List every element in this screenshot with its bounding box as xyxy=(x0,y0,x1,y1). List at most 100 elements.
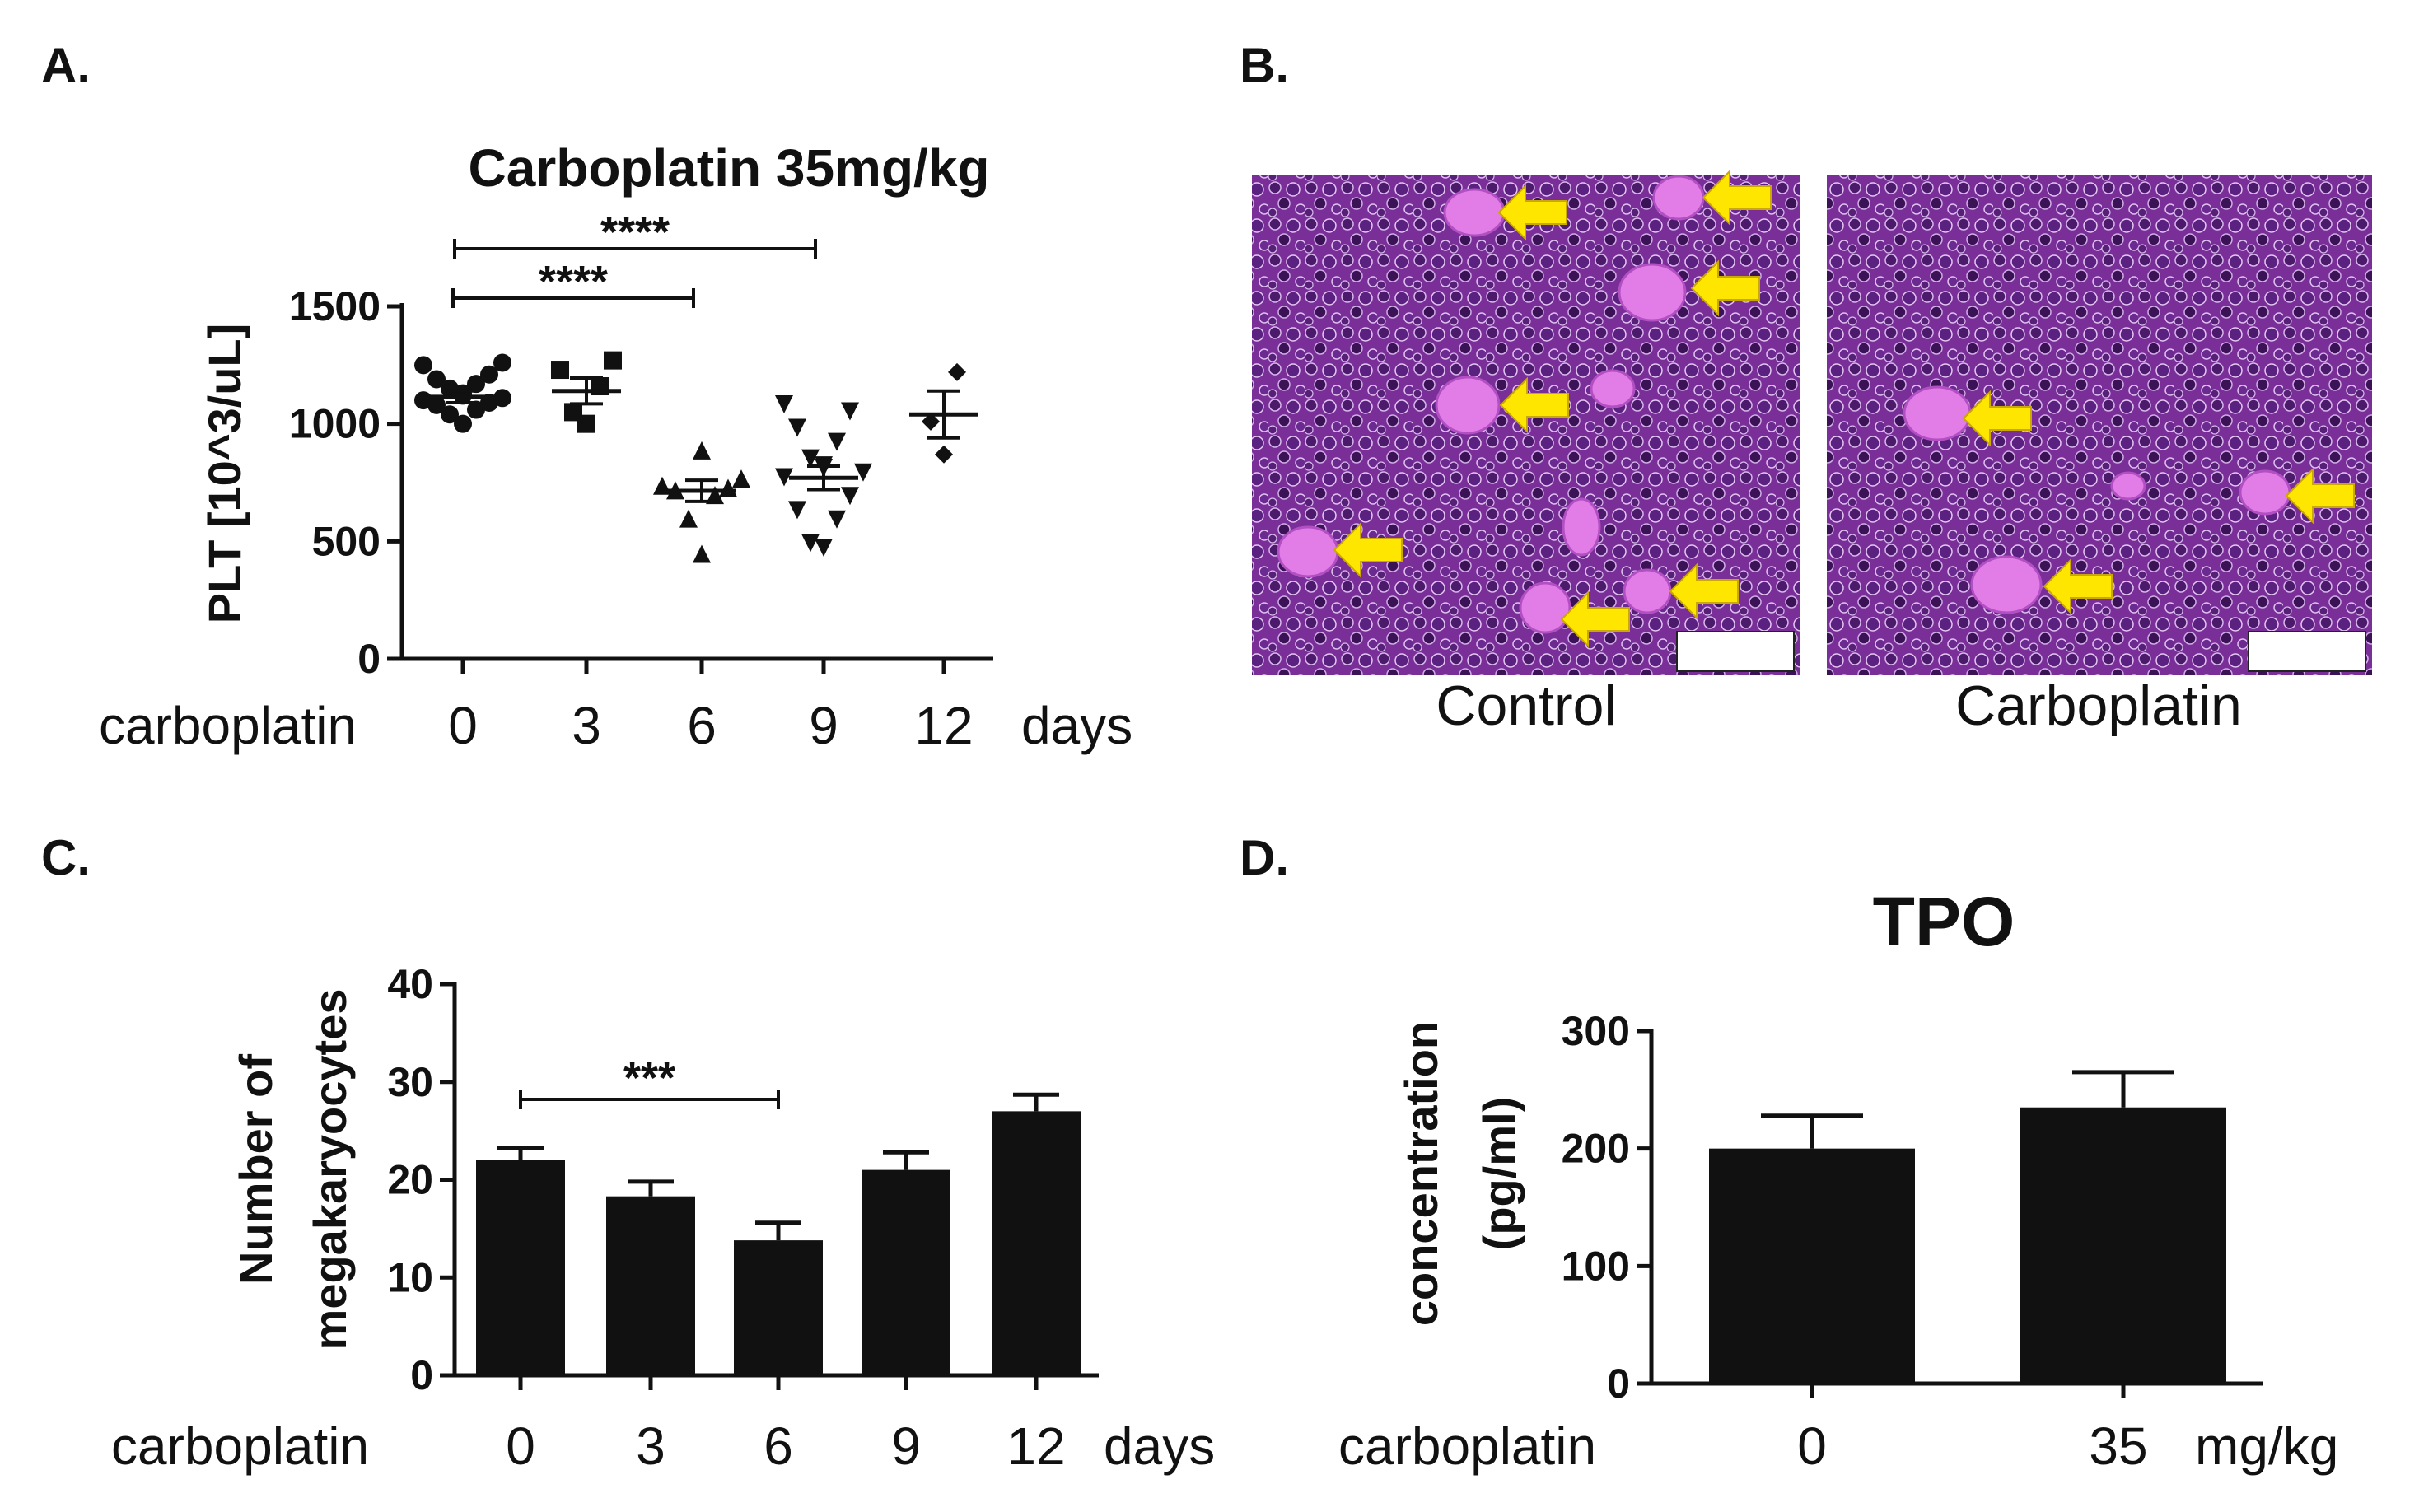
panel-c-bar xyxy=(862,1169,950,1375)
panel-d-ytick-label: 100 xyxy=(1562,1243,1630,1289)
panel-d-title: TPO xyxy=(1873,883,2015,960)
panel-c-ytick-label: 20 xyxy=(387,1157,433,1203)
yellow-arrow-icon xyxy=(1333,521,1403,579)
panel-a-point xyxy=(414,356,432,375)
panel-c-bar xyxy=(606,1196,695,1375)
panel-d-ylabel-line2: (pg/ml) xyxy=(1473,1097,1525,1251)
panel-c-significance: *** xyxy=(519,1053,780,1109)
panel-d-bars xyxy=(1709,1070,2226,1384)
yellow-arrow-icon xyxy=(1702,169,1772,226)
panel-a-title: Carboplatin 35mg/kg xyxy=(469,138,990,198)
panel-c-letter: C. xyxy=(41,830,91,885)
panel-a-point xyxy=(788,501,806,520)
panel-a-xtick-label: 3 xyxy=(572,696,601,755)
panel-c-ytick-label: 40 xyxy=(387,961,433,1007)
panel-a-point xyxy=(493,353,511,372)
panel-a-sig-label: **** xyxy=(600,208,670,257)
panel-d-ylabel-line1: concentration xyxy=(1395,1021,1447,1326)
panel-c-x-axis: 0 3 6 9 12 xyxy=(506,1375,1066,1476)
panel-a-point xyxy=(828,432,846,451)
panel-a-points xyxy=(414,351,978,563)
panel-c-xtick-label: 3 xyxy=(636,1416,665,1476)
panel-a-point xyxy=(414,391,432,410)
panel-a-point xyxy=(948,362,966,381)
scale-bar-control xyxy=(1676,631,1795,672)
panel-d: D. TPO concentration (pg/ml) 0100200300 … xyxy=(1240,830,2338,1476)
panel-a-significance: ******** xyxy=(451,208,817,308)
panel-a-point xyxy=(604,351,622,370)
panel-a-point xyxy=(854,463,872,482)
panel-d-bar xyxy=(1709,1148,1915,1384)
panel-c-bar xyxy=(734,1240,823,1375)
panel-b-letter: B. xyxy=(1240,38,1289,93)
panel-d-xlabel-suffix: mg/kg xyxy=(2195,1416,2338,1476)
panel-c-xlabel-suffix: days xyxy=(1104,1416,1215,1476)
panel-a-point xyxy=(441,379,459,398)
panel-c-xtick-label: 12 xyxy=(1006,1416,1065,1476)
panel-c-ylabel-line2: megakaryocytes xyxy=(304,989,356,1351)
panel-a-ytick-label: 1000 xyxy=(289,401,381,447)
megakaryocytes-control xyxy=(1277,175,1705,634)
panel-c-xtick-label: 9 xyxy=(891,1416,921,1476)
panel-a-point xyxy=(679,509,698,528)
panel-b: B. xyxy=(1240,38,2372,737)
panel-a-ylabel: PLT [10^3/uL] xyxy=(198,324,250,624)
yellow-arrow-icon xyxy=(1962,390,2032,447)
panel-a-ytick-label: 1500 xyxy=(289,283,381,329)
panel-a-point xyxy=(775,468,793,487)
panel-a: A. Carboplatin 35mg/kg PLT [10^3/uL] 0 50… xyxy=(41,38,1132,755)
panel-d-ytick-label: 300 xyxy=(1562,1008,1630,1054)
panel-d-x-axis: 0 35 xyxy=(1797,1384,2148,1476)
panel-a-point xyxy=(493,389,511,408)
yellow-arrow-icon xyxy=(1499,376,1569,434)
panel-a-point xyxy=(564,403,582,422)
panel-c-xtick-label: 0 xyxy=(506,1416,535,1476)
panel-c-ylabel-line1: Number of xyxy=(230,1054,282,1285)
panel-a-xlabel-suffix: days xyxy=(1021,696,1132,755)
panel-d-ytick-label: 0 xyxy=(1607,1360,1630,1407)
panel-a-point xyxy=(454,414,472,433)
histology-label-carboplatin: Carboplatin xyxy=(1955,674,2242,737)
panel-a-point xyxy=(467,375,485,394)
panel-a-xlabel-prefix: carboplatin xyxy=(99,696,357,755)
panel-a-y-axis: 0 500 1000 1500 xyxy=(289,283,402,682)
panel-c-sig-label: *** xyxy=(623,1053,675,1103)
yellow-arrow-icon xyxy=(1690,259,1760,317)
arrow-icons-control xyxy=(1333,169,1772,648)
panel-d-y-axis: 0 100 200 300 xyxy=(1562,1008,1651,1407)
panel-a-ytick-label: 0 xyxy=(357,636,381,682)
panel-a-point xyxy=(801,534,820,553)
panel-a-point xyxy=(775,394,793,413)
panel-a-point xyxy=(441,405,459,424)
panel-a-xtick-label: 0 xyxy=(448,696,478,755)
histology-image-carboplatin: Carboplatin xyxy=(1827,175,2372,737)
yellow-arrow-icon xyxy=(2043,558,2113,615)
panel-a-point xyxy=(828,510,846,529)
panel-a-xtick-label: 6 xyxy=(687,696,717,755)
panel-d-bar xyxy=(2020,1107,2226,1384)
yellow-arrow-icon xyxy=(2285,467,2355,525)
panel-a-point xyxy=(841,487,859,506)
arrow-icons-carboplatin xyxy=(1962,390,2355,615)
panel-c-ytick-label: 10 xyxy=(387,1254,433,1300)
panel-a-point xyxy=(551,361,569,380)
panel-c-bar xyxy=(992,1111,1081,1375)
panel-d-xtick-label: 35 xyxy=(2089,1416,2147,1476)
panel-a-letter: A. xyxy=(41,38,91,93)
panel-d-xtick-label: 0 xyxy=(1797,1416,1827,1476)
panel-a-point xyxy=(788,418,806,437)
panel-a-point xyxy=(801,449,820,468)
yellow-arrow-icon xyxy=(1560,590,1630,648)
panel-d-letter: D. xyxy=(1240,830,1289,885)
panel-a-point xyxy=(693,441,711,460)
panel-a-point xyxy=(815,539,833,558)
panel-a-point xyxy=(935,445,953,464)
panel-a-point xyxy=(653,476,671,495)
panel-a-point xyxy=(706,486,724,505)
yellow-arrow-icon xyxy=(1669,562,1739,620)
panel-c-xtick-label: 6 xyxy=(764,1416,793,1476)
panel-a-xtick-label: 12 xyxy=(914,696,973,755)
panel-c: C. Number of megakaryocytes 0 10 20 30 40 0 3… xyxy=(41,830,1215,1476)
panel-c-bars xyxy=(476,1092,1081,1375)
